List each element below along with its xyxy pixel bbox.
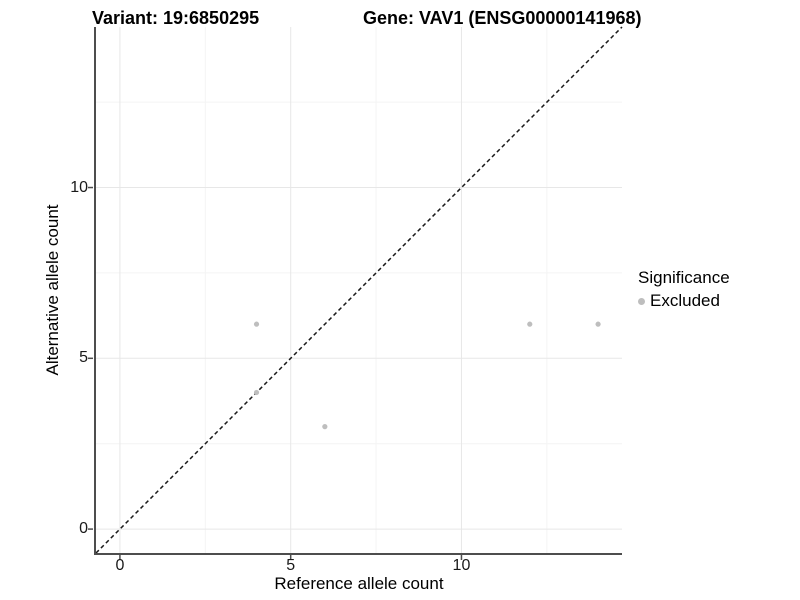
legend: Significance Excluded xyxy=(638,268,730,311)
y-tick-label: 10 xyxy=(70,178,88,196)
data-point xyxy=(527,321,533,327)
x-tick-label: 10 xyxy=(452,557,471,574)
legend-item-excluded: Excluded xyxy=(638,291,730,311)
legend-title: Significance xyxy=(638,268,730,287)
y-tick-label: 5 xyxy=(79,349,88,367)
x-axis-title: Reference allele count xyxy=(274,574,444,593)
excluded-point-icon xyxy=(638,297,645,305)
x-tick-label: 5 xyxy=(286,557,296,574)
legend-item-label: Excluded xyxy=(650,291,720,310)
identity-line xyxy=(95,26,623,554)
plot-title-variant: Variant: 19:6850295 xyxy=(92,8,260,28)
data-point xyxy=(595,321,601,327)
data-point xyxy=(253,321,260,327)
x-tick-label: 0 xyxy=(115,557,125,574)
data-point xyxy=(322,424,328,430)
plot-title-gene: Gene: VAV1 (ENSG00000141968) xyxy=(363,8,642,28)
y-tick-label: 0 xyxy=(79,520,88,538)
y-axis-title: Alternative allele count xyxy=(43,204,62,376)
data-point xyxy=(253,389,260,396)
